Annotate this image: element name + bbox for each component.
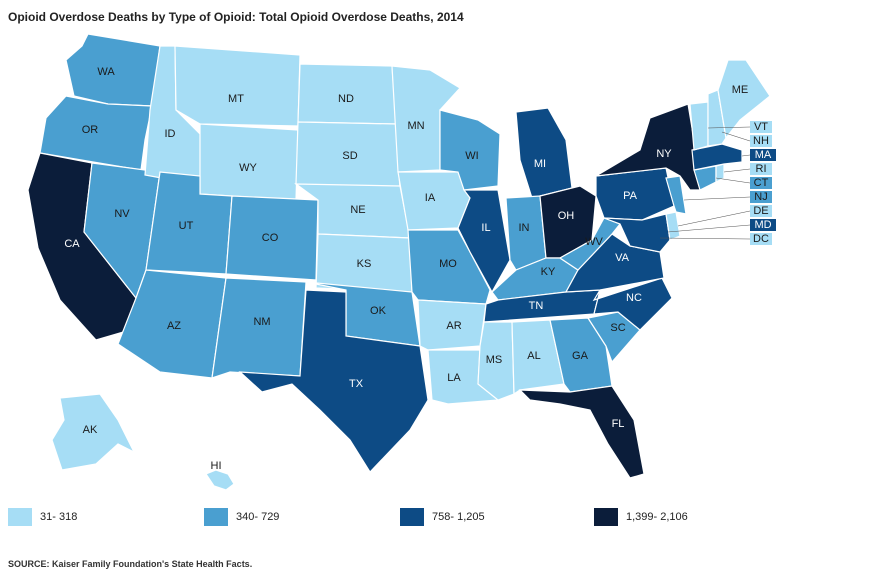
label-DE: DE [753,205,768,217]
legend-label-4: 1,399- 2,106 [626,511,688,523]
ne-label-boxes [659,121,776,245]
label-WI: WI [465,150,478,162]
legend-item-4[interactable]: 1,399- 2,106 [594,508,688,526]
label-IA: IA [425,192,436,204]
legend-item-3[interactable]: 758- 1,205 [400,508,485,526]
box-VT [750,121,772,133]
legend-swatch-2 [204,508,228,526]
label-FL: FL [612,418,625,430]
label-MI: MI [534,158,546,170]
box-MA [750,149,776,161]
label-KS: KS [357,258,372,270]
label-SC: SC [610,322,625,334]
state-IL[interactable] [457,189,511,294]
label-VA: VA [615,252,630,264]
legend-label-3: 758- 1,205 [432,511,485,523]
label-NE: NE [350,204,365,216]
label-ND: ND [338,93,354,105]
label-NJ: NJ [754,191,767,203]
legend-label-2: 340- 729 [236,511,280,523]
label-ID: ID [165,128,176,140]
label-MA: MA [755,149,772,161]
label-VT: VT [754,121,768,133]
label-OR: OR [82,124,99,136]
legend-label-1: 31- 318 [40,511,78,523]
state-WI[interactable] [439,109,501,191]
label-MO: MO [439,258,457,270]
legend-swatch-1 [8,508,32,526]
legend: 31- 318 340- 729 758- 1,205 1,399- 2,106 [0,508,880,528]
label-AL: AL [527,350,540,362]
label-AR: AR [446,320,461,332]
label-NY: NY [656,148,672,160]
label-MS: MS [486,354,503,366]
label-CA: CA [64,238,80,250]
label-NC: NC [626,292,642,304]
label-IL: IL [481,222,490,234]
state-NC[interactable] [592,277,673,331]
label-GA: GA [572,350,589,362]
state-labels: WA OR CA NV ID MT WY UT CO AZ NM ND SD N… [64,66,772,472]
source-note: SOURCE: Kaiser Family Foundation's State… [8,559,253,569]
state-NH[interactable] [707,89,727,147]
label-WA: WA [97,66,115,78]
label-NH: NH [753,135,769,147]
label-UT: UT [179,220,194,232]
label-OH: OH [558,210,575,222]
label-ME: ME [732,84,749,96]
state-ME[interactable] [717,59,771,140]
legend-item-1[interactable]: 31- 318 [8,508,77,526]
label-SD: SD [342,150,357,162]
label-IN: IN [519,222,530,234]
label-CT: CT [754,177,769,189]
box-NJ [750,191,772,203]
label-OK: OK [370,305,387,317]
state-NJ[interactable] [665,175,687,215]
state-MD[interactable] [603,213,671,253]
state-AK[interactable] [51,393,136,471]
label-AZ: AZ [167,320,181,332]
state-AL[interactable] [511,319,565,396]
state-MI[interactable] [515,107,573,199]
box-DE [750,205,772,217]
state-TX[interactable] [238,289,429,473]
label-WY: WY [239,162,257,174]
label-CO: CO [262,232,279,244]
label-NV: NV [114,208,130,220]
state-AR[interactable] [417,299,487,351]
label-LA: LA [447,372,461,384]
label-TN: TN [529,300,544,312]
legend-swatch-3 [400,508,424,526]
box-CT [750,177,772,189]
legend-swatch-4 [594,508,618,526]
label-WV: WV [585,236,603,248]
label-NM: NM [253,316,270,328]
label-MN: MN [407,120,424,132]
state-HI[interactable] [205,469,235,491]
state-DE[interactable] [665,211,681,241]
state-MO[interactable] [407,229,491,305]
chart-title: Opioid Overdose Deaths by Type of Opioid… [8,10,464,24]
state-MT[interactable] [174,45,301,127]
state-FL[interactable] [518,385,645,479]
state-OR[interactable] [39,95,153,171]
label-MD: MD [754,219,771,231]
state-NM[interactable] [211,277,307,379]
label-HI: HI [211,460,222,472]
label-DC: DC [753,233,769,245]
label-TX: TX [349,378,364,390]
legend-item-2[interactable]: 340- 729 [204,508,279,526]
label-KY: KY [541,266,556,278]
box-DC [750,233,772,245]
box-RI [750,163,772,175]
label-PA: PA [623,190,638,202]
box-MD [750,219,776,231]
label-RI: RI [756,163,767,175]
label-MT: MT [228,93,244,105]
box-NH [750,135,772,147]
label-AK: AK [83,424,98,436]
